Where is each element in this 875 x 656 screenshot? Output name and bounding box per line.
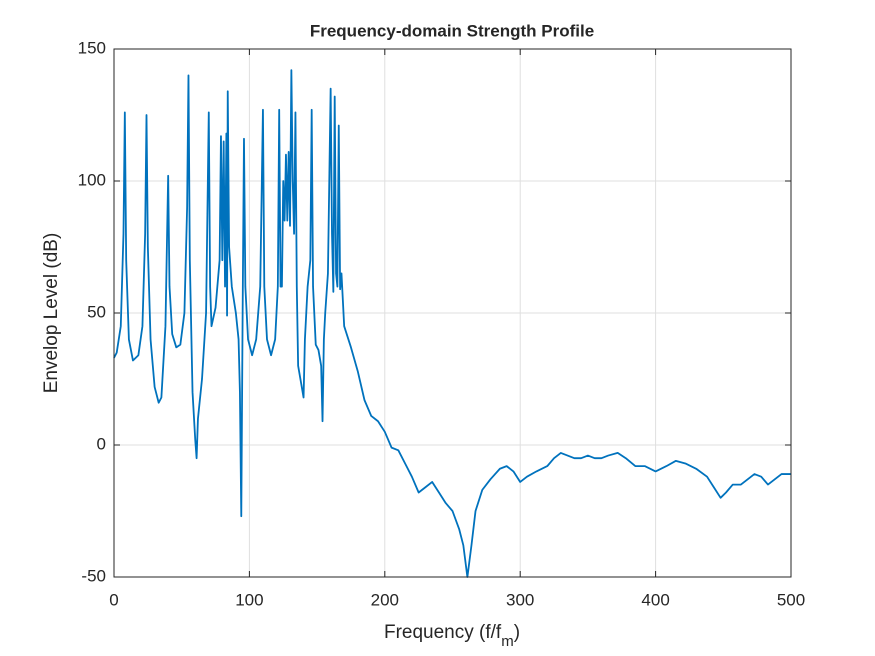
x-tick-label: 100 — [235, 590, 263, 609]
y-axis-label: Envelop Level (dB) — [41, 233, 62, 394]
y-tick-label: -50 — [81, 566, 106, 585]
x-tick-label: 300 — [506, 590, 534, 609]
data-line — [113, 69, 791, 578]
x-tick-label: 200 — [371, 590, 399, 609]
x-axis-label-subscript: m — [501, 633, 514, 650]
plot-frame — [113, 48, 792, 578]
x-tick-label: 400 — [641, 590, 669, 609]
y-tick-label: 50 — [87, 302, 106, 321]
x-tick-label: 0 — [109, 590, 118, 609]
chart-title: Frequency-domain Strength Profile — [310, 21, 594, 40]
y-tick-label: 0 — [97, 434, 106, 453]
y-tick-label: 150 — [78, 38, 106, 57]
x-axis-label: Frequency (f/fm) — [384, 622, 520, 650]
y-tick-label: 100 — [78, 170, 106, 189]
x-axis-label-main: Frequency (f/f — [384, 622, 502, 643]
x-tick-label: 500 — [777, 590, 805, 609]
x-axis-label-suffix: ) — [514, 622, 520, 643]
